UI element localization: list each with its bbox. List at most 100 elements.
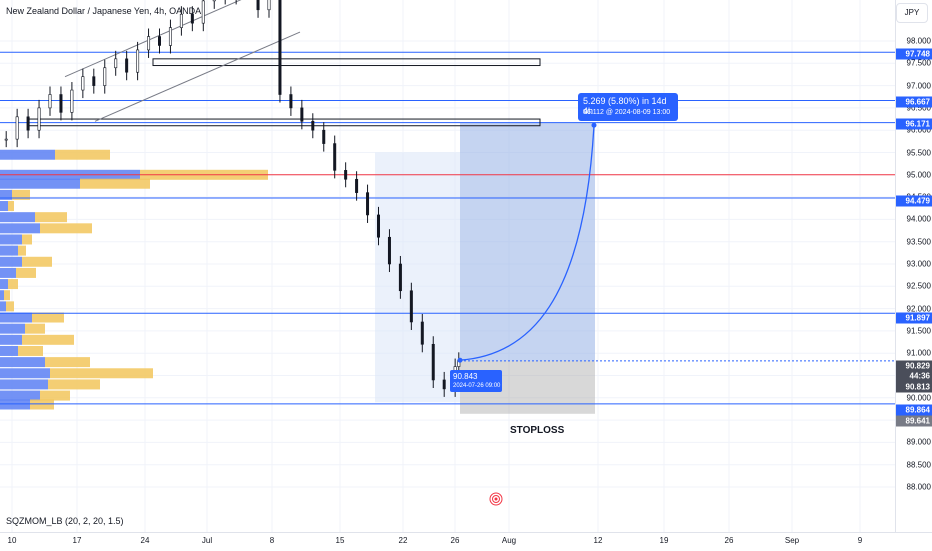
- time-tick: 10: [7, 536, 17, 545]
- channel-lower: [94, 31, 301, 122]
- entry-price: 90.843: [453, 372, 478, 381]
- volume-profile-buy: [0, 279, 8, 290]
- volume-profile-buy: [0, 256, 22, 267]
- volume-profile-buy: [0, 323, 25, 334]
- candle: [15, 116, 19, 140]
- volume-profile-buy: [0, 149, 55, 160]
- volume-profile-sell: [25, 323, 45, 334]
- candle: [70, 89, 74, 113]
- time-tick: 17: [72, 536, 82, 545]
- currency-button[interactable]: JPY: [896, 3, 928, 23]
- entry-label[interactable]: 90.843 2024-07-26 09:00: [450, 370, 502, 392]
- volume-profile-sell: [6, 301, 14, 312]
- time-tick: 15: [335, 536, 345, 545]
- projection-target-point: [591, 122, 597, 128]
- price-tick: 97.500: [906, 58, 931, 68]
- candle: [201, 0, 205, 24]
- candle: [322, 129, 326, 144]
- volume-profile-buy: [0, 223, 40, 234]
- volume-profile-sell: [55, 149, 110, 160]
- chart-pane[interactable]: New Zealand Dollar / Japanese Yen, 4h, O…: [0, 0, 895, 532]
- candle: [136, 49, 140, 73]
- price-tick: 96.500: [906, 103, 931, 113]
- time-tick: Aug: [501, 536, 517, 545]
- indicator-label[interactable]: SQZMOM_LB (20, 2, 20, 1.5): [6, 516, 124, 526]
- price-tick: 88.500: [906, 460, 931, 470]
- volume-profile-buy: [0, 379, 48, 390]
- price-chart[interactable]: [0, 0, 895, 532]
- volume-profile-buy: [0, 212, 35, 223]
- price-tick: 95.000: [906, 170, 931, 180]
- supply-zone: [152, 58, 541, 67]
- price-tag-91897: 91.897: [896, 312, 932, 324]
- projection-curve: [459, 125, 595, 361]
- volume-profile-buy: [0, 234, 22, 245]
- stoploss-label: STOPLOSS: [510, 425, 565, 436]
- measure-change: 5.269 (5.80%) in 14d 4h: [583, 96, 667, 116]
- volume-profile-sell: [8, 279, 18, 290]
- candle: [114, 58, 118, 69]
- volume-profile-sell: [35, 212, 67, 223]
- candle: [179, 13, 183, 28]
- volume-profile-buy: [0, 399, 30, 410]
- candle: [311, 120, 315, 131]
- volume-profile-sell: [18, 345, 43, 356]
- projection-profit-zone: [460, 122, 595, 361]
- price-tag-current: 90.829: [896, 360, 932, 372]
- volume-profile-sell: [40, 390, 70, 401]
- volume-profile-sell: [22, 234, 32, 245]
- price-tag-90813: 90.813: [896, 381, 932, 393]
- time-tick: 12: [593, 536, 603, 545]
- candle: [147, 36, 151, 51]
- candle: [366, 192, 370, 216]
- price-tag-97748: 97.748: [896, 48, 932, 60]
- candle: [37, 107, 41, 131]
- price-tag-89864: 89.864: [896, 404, 932, 416]
- price-axis[interactable]: 98.000 97.500 97.000 96.500 96.000 95.500 95.0…: [895, 0, 932, 532]
- measure-target: 96.112 @ 2024-08-09 13:00: [583, 109, 671, 116]
- candle: [398, 263, 402, 292]
- candle: [103, 67, 107, 86]
- price-tick: 91.500: [906, 326, 931, 336]
- candle: [168, 27, 172, 46]
- volume-profile-buy: [0, 178, 80, 189]
- volume-profile-buy: [0, 334, 22, 345]
- candle: [48, 94, 52, 109]
- candle: [387, 236, 391, 265]
- price-tick: 93.000: [906, 259, 931, 269]
- volume-profile-sell: [8, 201, 14, 212]
- price-tag-94479: 94.479: [896, 195, 932, 207]
- time-axis[interactable]: 10 17 24 Jul 8 15 22 26 Aug 12 19 26 Sep 9: [0, 532, 932, 551]
- time-tick: 9: [857, 536, 863, 545]
- price-tick: 92.000: [906, 304, 931, 314]
- volume-profile-sell: [12, 189, 30, 200]
- candle: [278, 0, 282, 95]
- price-tick: 90.000: [906, 393, 931, 403]
- candle: [256, 0, 260, 11]
- volume-profile-buy: [0, 390, 40, 401]
- time-tick: 8: [269, 536, 275, 545]
- time-tick: 24: [140, 536, 150, 545]
- candle: [420, 321, 424, 345]
- volume-profile-sell: [22, 334, 74, 345]
- alert-target-icon[interactable]: [489, 492, 503, 506]
- price-tick: 98.000: [906, 36, 931, 46]
- time-tick: 26: [450, 536, 460, 545]
- price-tick: 96.000: [906, 125, 931, 135]
- candle: [431, 343, 435, 381]
- candle: [26, 116, 30, 131]
- candle: [212, 0, 216, 2]
- symbol-title: New Zealand Dollar / Japanese Yen, 4h, O…: [6, 6, 202, 16]
- price-tick: 89.000: [906, 437, 931, 447]
- candle: [300, 107, 304, 122]
- candle: [4, 138, 8, 141]
- volume-profile-buy: [0, 312, 32, 323]
- time-tick: 19: [659, 536, 669, 545]
- time-tick: 26: [724, 536, 734, 545]
- volume-profile-buy: [0, 189, 12, 200]
- volume-profile-sell: [4, 290, 10, 301]
- projection-start-point: [457, 357, 463, 363]
- volume-profile-buy: [0, 201, 8, 212]
- volume-profile-sell: [16, 267, 36, 278]
- measure-label[interactable]: 5.269 (5.80%) in 14d 4h 96.112 @ 2024-08…: [578, 93, 678, 121]
